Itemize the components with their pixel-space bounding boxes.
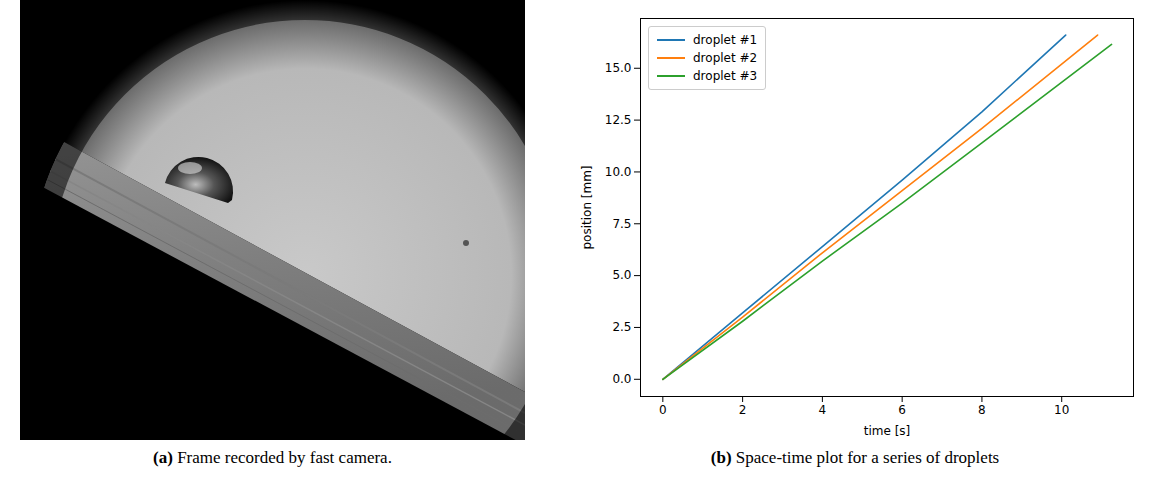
html-text:droplet #1: droplet #1: [693, 33, 758, 47]
svg-text:2: 2: [739, 403, 747, 417]
svg-text:5.0: 5.0: [612, 268, 631, 282]
svg-text:time [s]: time [s]: [864, 424, 911, 438]
svg-text:12.5: 12.5: [605, 113, 632, 127]
svg-text:15.0: 15.0: [605, 61, 632, 75]
svg-text:10: 10: [1054, 403, 1069, 417]
svg-text:10.0: 10.0: [605, 165, 632, 179]
svg-text:6: 6: [898, 403, 906, 417]
svg-text:2.5: 2.5: [612, 320, 631, 334]
svg-text:0: 0: [659, 403, 667, 417]
svg-text:0.0: 0.0: [612, 372, 631, 386]
svg-text:position [mm]: position [mm]: [580, 165, 594, 249]
html-text:droplet #2: droplet #2: [693, 51, 758, 65]
html-text:(a) Frame recorded by fast cam: (a) Frame recorded by fast camera.: [153, 448, 392, 467]
html-text:droplet #3: droplet #3: [693, 69, 758, 83]
svg-text:4: 4: [819, 403, 827, 417]
svg-text:7.5: 7.5: [612, 217, 631, 231]
html-text:(b) Space-time plot for a seri: (b) Space-time plot for a series of drop…: [710, 448, 1000, 467]
svg-text:8: 8: [978, 403, 986, 417]
